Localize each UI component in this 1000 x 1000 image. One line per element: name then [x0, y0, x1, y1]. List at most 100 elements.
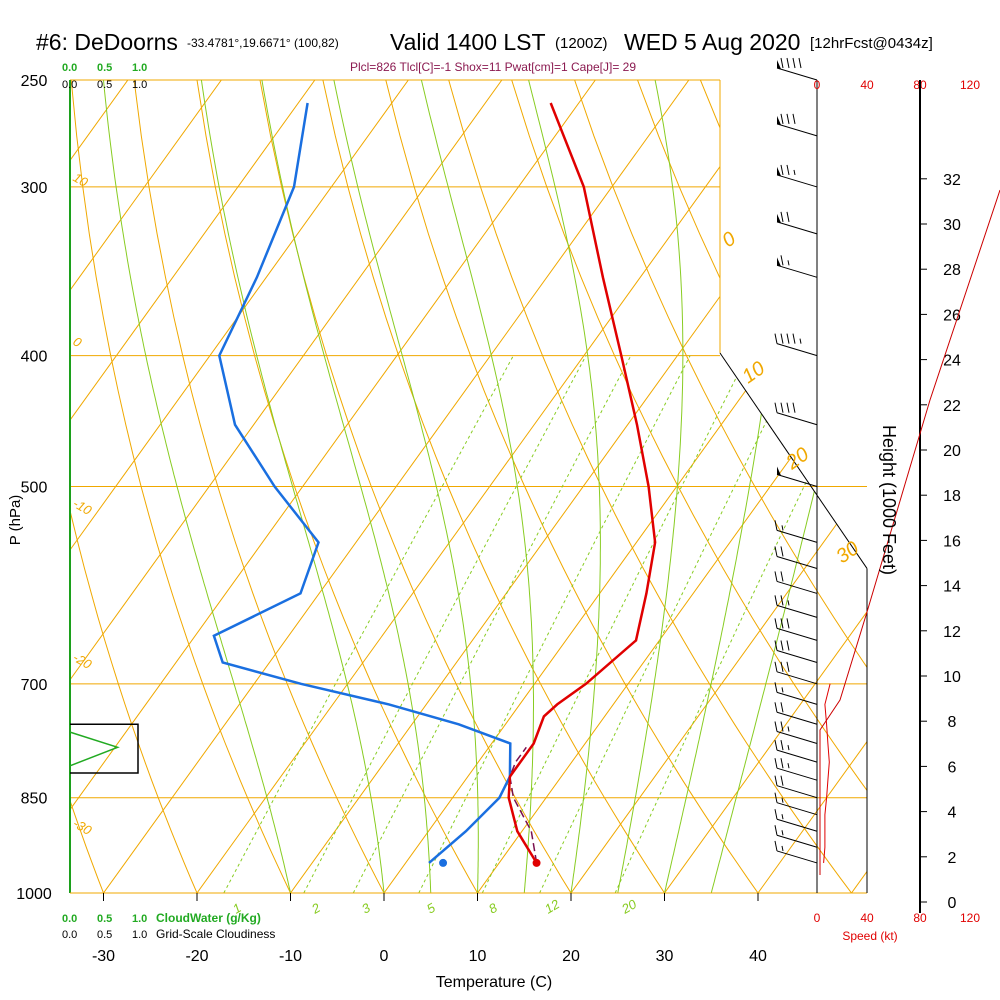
wind-barb-staff [776, 529, 818, 543]
height-tick-label: 22 [943, 398, 961, 415]
height-tick-label: 6 [948, 759, 957, 776]
wind-barb [774, 571, 818, 594]
wind-barb-flag [774, 825, 778, 836]
wind-barb-flag [780, 546, 784, 557]
mixing-ratio-label: 3 [359, 900, 373, 917]
height-tick-label: 16 [943, 533, 961, 550]
wind-barb-flag [786, 211, 790, 222]
moist-adiabat-line [103, 80, 291, 893]
wind-barb [774, 809, 818, 832]
wind-barb-flag [792, 402, 796, 413]
wind-barb-staff [776, 711, 818, 725]
isotherm-line [70, 80, 596, 893]
wind-barb [776, 255, 818, 278]
wind-barb-half-flag [787, 745, 790, 751]
wind-barb-staff [776, 671, 818, 685]
wind-barb-staff [776, 834, 818, 848]
pressure-tick-label: 1000 [16, 886, 52, 903]
wind-barb-flag [786, 333, 790, 344]
wind-barb-flag [780, 618, 784, 629]
wind-barb-flag [774, 702, 778, 713]
wind-barb [774, 402, 818, 426]
wind-barb-flag [780, 402, 784, 413]
wind-barb [774, 595, 818, 618]
dry-adiabat-line [196, 80, 478, 893]
cloud-panel: 0.0 0.0 0.0 0.0 0.5 0.5 0.5 0.5 1.0 1.0 1.0 1.0 Clou… [62, 62, 275, 941]
moist-adiabat-line [200, 80, 385, 893]
wind-barb-flag [774, 333, 778, 344]
mixing-ratio-label: 8 [486, 900, 500, 917]
wind-barb-flag [780, 640, 784, 651]
speed-tick-top: 40 [860, 78, 874, 92]
wind-barb-staff [776, 555, 818, 569]
height-tick-label: 30 [943, 217, 961, 234]
cloud-water-scale-top: 0.0 [62, 62, 77, 74]
height-tick-label: 14 [943, 579, 961, 596]
wind-barb-staff [776, 767, 818, 781]
mixing-ratio-lines [223, 355, 867, 893]
pressure-tick-label: 500 [21, 480, 48, 497]
plot-frame [69, 80, 868, 894]
adiabat-label: 0 [71, 334, 85, 351]
wind-barb-flag [774, 840, 778, 852]
mixing-ratio-line [539, 355, 800, 893]
wind-barb [776, 211, 818, 235]
mixing-ratio-label: 5 [424, 900, 438, 917]
dry-adiabat-line [448, 80, 852, 893]
wind-barb-flag [774, 721, 778, 732]
pressure-tick-label: 300 [21, 180, 48, 197]
isotherm-line [103, 80, 690, 893]
pressure-tick-label: 400 [21, 349, 48, 366]
dewpoint-line [212, 102, 512, 864]
x-tick-label: -30 [92, 948, 115, 965]
wind-barb-flag [774, 520, 778, 531]
moist-adiabat-line [333, 80, 479, 893]
wind-barb-staff [776, 343, 818, 357]
height-tick-label: 12 [943, 624, 961, 641]
wind-barb [774, 792, 818, 816]
wind-barb-staff [776, 731, 818, 744]
wind-barb-half-flag [793, 169, 796, 176]
wind-barb-half-flag [781, 830, 784, 836]
wind-barb-staff [776, 67, 818, 81]
parcel-path [509, 746, 538, 864]
cloud-water-profile [69, 731, 120, 767]
wind-barb-flag [774, 618, 778, 629]
wind-barb-staff [776, 604, 818, 618]
pressure-tick-label: 850 [21, 791, 48, 808]
wind-barb-flag [786, 402, 790, 413]
dry-adiabat-line [133, 80, 385, 893]
moist-adiabat-line [528, 80, 601, 893]
mixing-ratio-label: 20 [618, 896, 640, 917]
chart-title: #6: DeDoorns [36, 29, 178, 55]
wind-barb-flag [792, 333, 796, 344]
wind-barb-flag [774, 595, 778, 606]
wind-barb-staff [776, 221, 818, 235]
isobars [70, 79, 867, 894]
wind-barb-staff [776, 474, 818, 487]
height-tick-label: 24 [943, 353, 961, 370]
wind-barb-flag [774, 640, 778, 651]
wind-barb [776, 164, 818, 188]
isotherm-line [70, 80, 316, 893]
sounding-profiles [212, 102, 657, 867]
wind-barb-flag [786, 640, 790, 651]
wind-barb-flag [774, 775, 778, 786]
wind-barb-half-flag [787, 600, 790, 606]
isotherm-line [70, 80, 409, 893]
height-tick-label: 10 [943, 669, 961, 686]
mixing-ratio-line [418, 355, 691, 893]
wind-barb-flag [774, 682, 778, 693]
x-tick-label: 20 [562, 948, 580, 965]
wind-barb-staff [776, 123, 818, 137]
cloudiness-scale-top: 0.0 [62, 79, 77, 91]
isotherm-line [383, 80, 867, 893]
wind-barb-flag [780, 758, 784, 769]
mixing-ratio-line [303, 355, 587, 893]
height-axis-title: Height (1000 Feet) [879, 425, 899, 575]
x-tick-label: 40 [749, 948, 767, 965]
cloudiness-label: Grid-Scale Cloudiness [156, 927, 275, 941]
wind-barb [774, 740, 818, 763]
